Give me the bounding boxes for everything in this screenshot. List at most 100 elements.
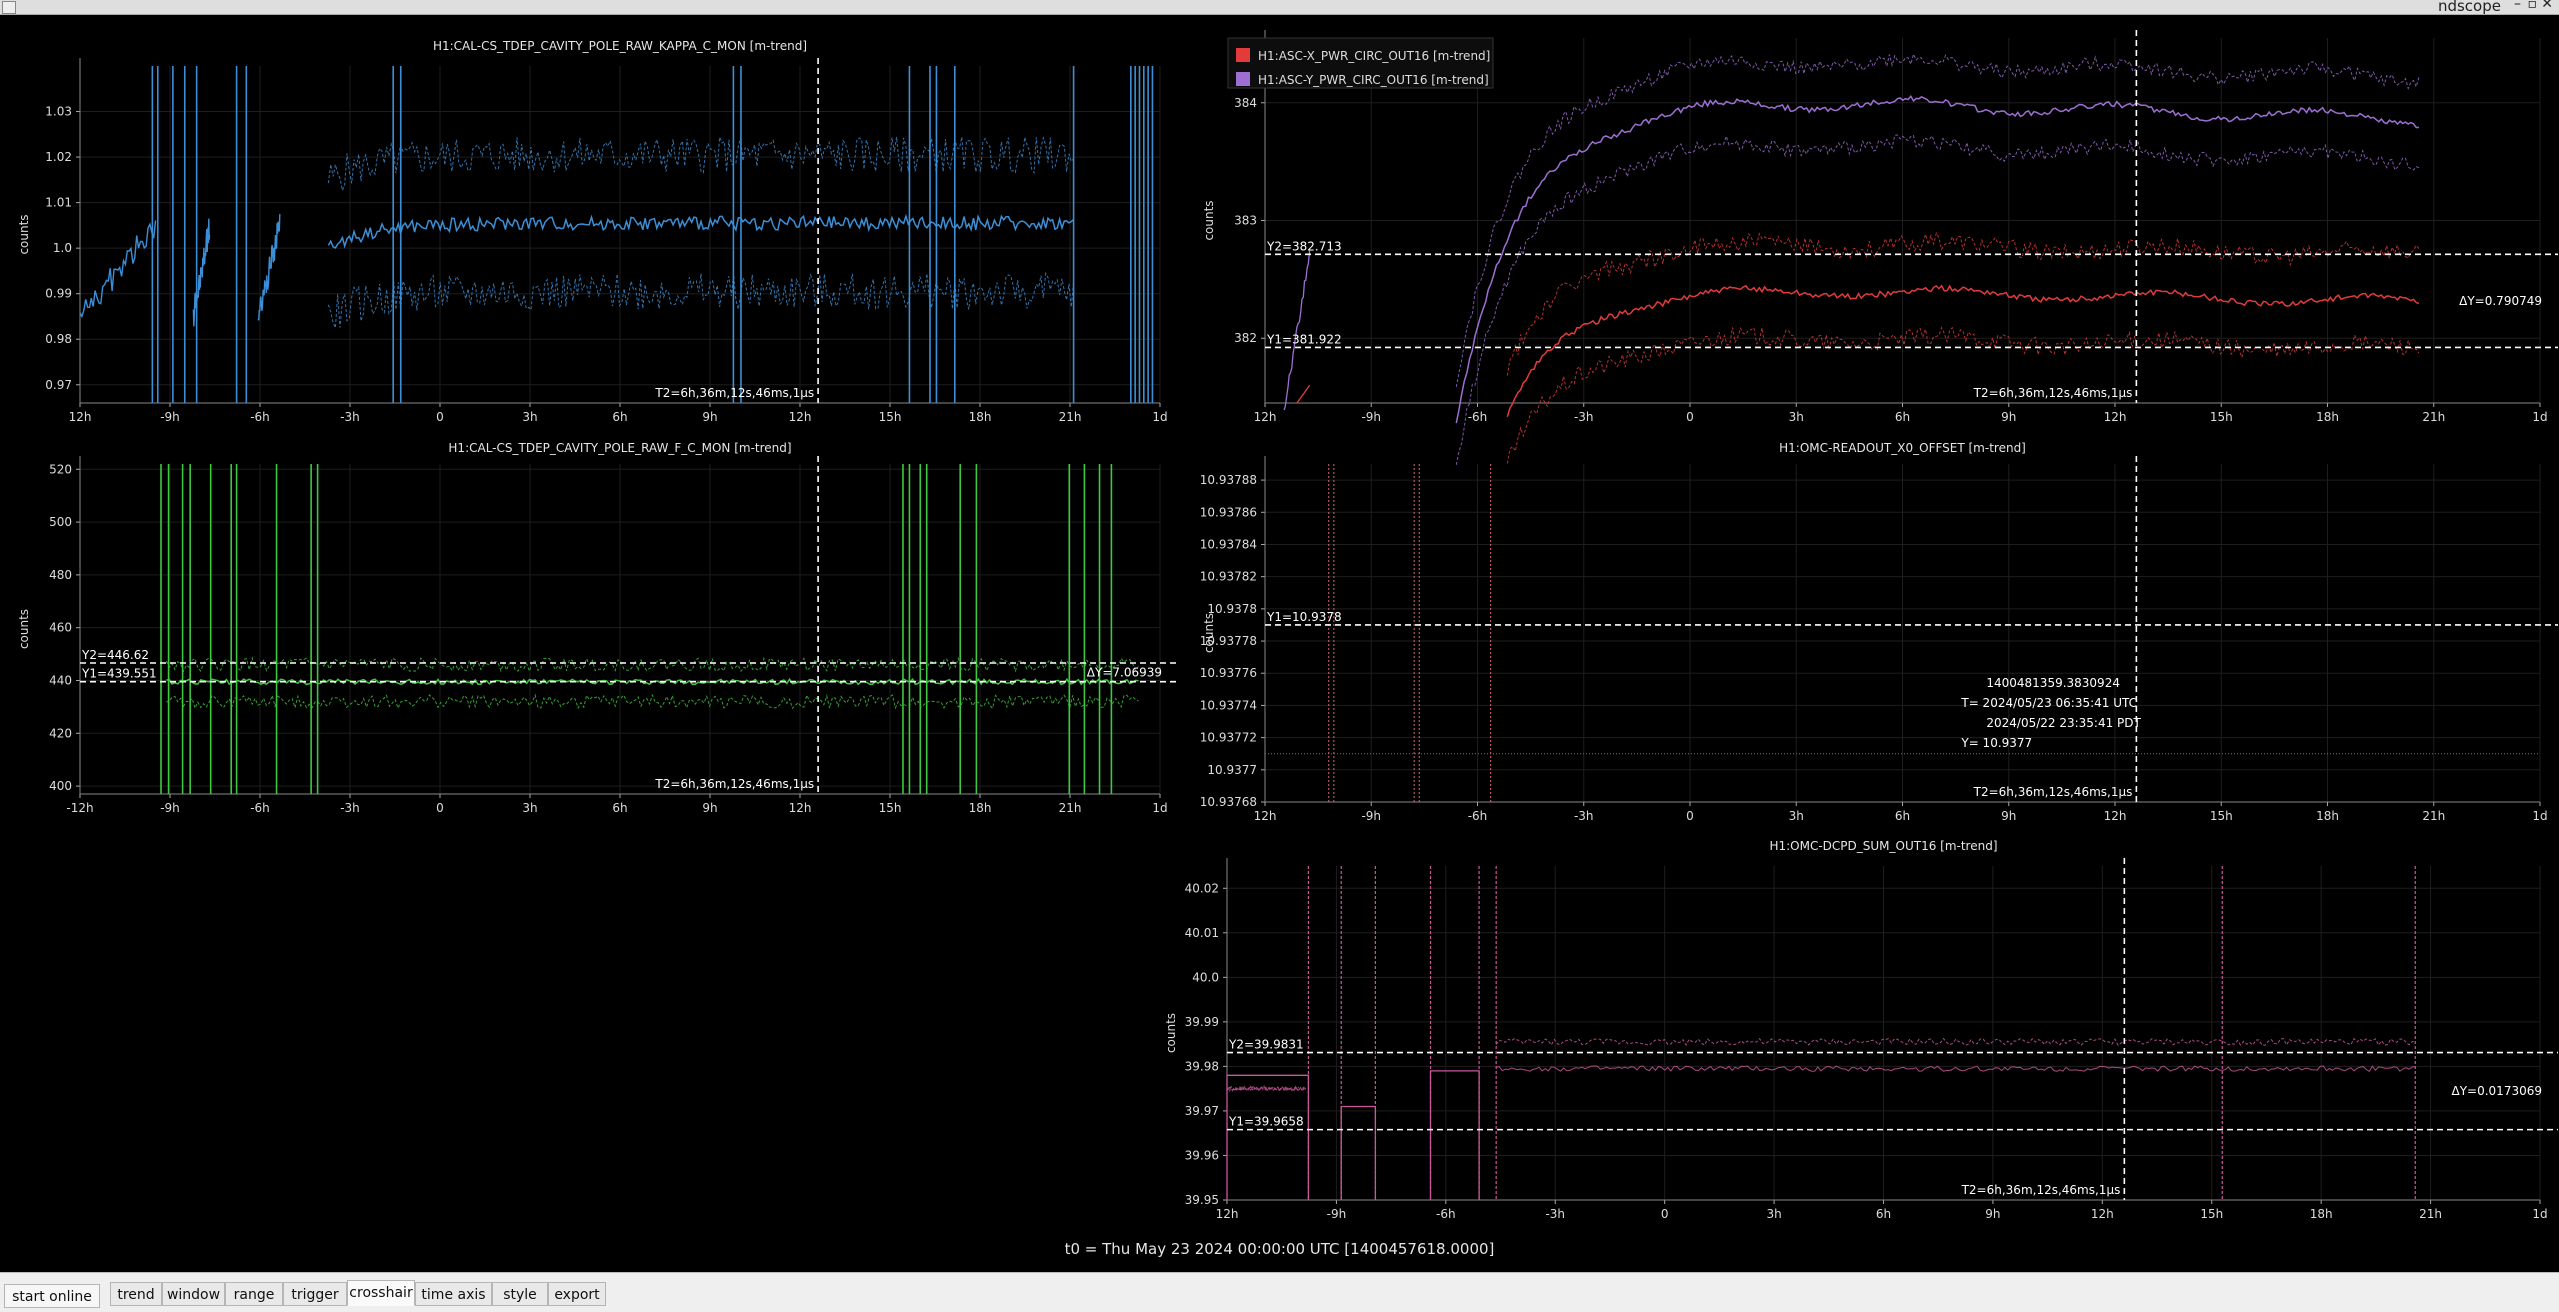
dcpd-xtick-label: 15h — [2200, 1207, 2223, 1221]
kappa-min-trace — [327, 271, 1075, 329]
maximize-icon[interactable]: ▫ — [2527, 0, 2538, 12]
asc-xtick-label: 15h — [2210, 410, 2233, 424]
asc-ytick-label: 384 — [1234, 96, 1257, 110]
tab-export[interactable]: export — [548, 1282, 606, 1306]
start-online-button[interactable]: start online — [4, 1284, 100, 1308]
plot-fc[interactable]: H1:CAL-CS_TDEP_CAVITY_POLE_RAW_F_C_MON [… — [0, 432, 1180, 815]
asc-x-mean-trace — [1506, 284, 2420, 418]
kappa-xtick-label: 15h — [879, 410, 902, 424]
omc_readout-ytick-label: 10.93776 — [1200, 666, 1257, 680]
kappa-mean-trace — [327, 213, 1075, 249]
fc-xtick-label: -3h — [340, 801, 360, 815]
asc-ylabel: counts — [1202, 200, 1216, 240]
kappa-xtick-label: -9h — [160, 410, 180, 424]
asc-y1-label: Y1=381.922 — [1266, 332, 1342, 346]
asc-y-mean-trace — [1455, 95, 2419, 424]
omc_readout-xtick-label: 0 — [1686, 809, 1694, 823]
plot-kappa[interactable]: H1:CAL-CS_TDEP_CAVITY_POLE_RAW_KAPPA_C_M… — [0, 18, 1180, 428]
asc-y2-label: Y2=382.713 — [1266, 239, 1342, 253]
dcpd-ytick-label: 39.99 — [1185, 1015, 1219, 1029]
omc_readout-readout-line: T= 2024/05/23 06:35:41 UTC — [1960, 696, 2137, 710]
kappa-title: H1:CAL-CS_TDEP_CAVITY_POLE_RAW_KAPPA_C_M… — [433, 39, 807, 53]
omc_readout-xtick-label: 3h — [1789, 809, 1804, 823]
omc_readout-ytick-label: 10.93786 — [1200, 505, 1257, 519]
kappa-early-trace — [79, 220, 157, 319]
omc_readout-xtick-label: -9h — [1361, 809, 1381, 823]
asc-xtick-label: 0 — [1686, 410, 1694, 424]
asc-ytick-label: 383 — [1234, 214, 1257, 228]
omc_readout-ytick-label: 10.93768 — [1200, 795, 1257, 809]
kappa-traces — [79, 66, 1154, 403]
plot-omc-readout[interactable]: H1:OMC-READOUT_X0_OFFSET [m-trend] counts… — [1180, 432, 2559, 823]
tab-trigger[interactable]: trigger — [283, 1282, 347, 1306]
dcpd-step-2 — [1340, 1105, 1377, 1200]
omc_readout-xtick-label: 18h — [2316, 809, 2339, 823]
fc-ylabel: counts — [17, 609, 31, 649]
dcpd-ytick-label: 40.0 — [1192, 970, 1219, 984]
dcpd-ytick-label: 39.98 — [1185, 1059, 1219, 1073]
close-icon[interactable]: ✕ — [2541, 0, 2553, 12]
asc-legend-swatch — [1236, 48, 1250, 62]
asc-xtick-label: -3h — [1574, 410, 1594, 424]
tab-window[interactable]: window — [162, 1282, 225, 1306]
omc_readout-y1-label: Y1=10.9378 — [1266, 610, 1342, 624]
dcpd-xtick-label: 9h — [1985, 1207, 2000, 1221]
bottom-toolbar: start online trend window range trigger cros… — [0, 1272, 2559, 1312]
omc_readout-ytick-label: 10.9377 — [1207, 763, 1257, 777]
kappa-ytick-label: 0.98 — [45, 332, 72, 346]
asc-xtick-label: 18h — [2316, 410, 2339, 424]
fc-ytick-label: 440 — [49, 673, 72, 687]
kappa-ytick-label: 1.01 — [45, 196, 72, 210]
asc-ytick-label: 382 — [1234, 331, 1257, 345]
dcpd-mean-trace — [1496, 1065, 2416, 1072]
asc-xtick-label: -9h — [1361, 410, 1381, 424]
dcpd-ytick-label: 39.95 — [1185, 1193, 1219, 1207]
dcpd-svg: H1:OMC-DCPD_SUM_OUT16 [m-trend] counts 39.… — [1164, 839, 2558, 1221]
asc-legend: H1:ASC-X_PWR_CIRC_OUT16 [m-trend] H1:ASC-… — [1227, 37, 1494, 89]
dcpd-xtick-label: -3h — [1545, 1207, 1565, 1221]
tab-crosshair[interactable]: crosshair — [347, 1280, 415, 1306]
dcpd-xtick-label: 12h — [2091, 1207, 2114, 1221]
dcpd-y1-label: Y1=39.9658 — [1228, 1115, 1304, 1129]
asc-legend-box — [1227, 37, 1494, 89]
asc-svg: counts 382 383 384 12h -9h -6h -3h 0 3h 6h 9h 12h 15h… — [1202, 30, 2558, 465]
omc_readout-xtick-label: 6h — [1895, 809, 1910, 823]
dcpd-ytick-label: 39.96 — [1185, 1148, 1219, 1162]
tab-style[interactable]: style — [492, 1282, 548, 1306]
asc-legend-label: H1:ASC-Y_PWR_CIRC_OUT16 [m-trend] — [1258, 73, 1489, 87]
omc_readout-ytick-label: 10.93788 — [1200, 473, 1257, 487]
tab-range[interactable]: range — [225, 1282, 283, 1306]
plot-asc-pwr-circ[interactable]: counts 382 383 384 12h -9h -6h -3h 0 3h 6h 9h 12h 15h… — [1180, 18, 2559, 465]
dcpd-ylabel: counts — [1164, 1013, 1178, 1053]
dcpd-xtick-label: 0 — [1661, 1207, 1669, 1221]
window-titlebar: ndscope – ▫ ✕ — [0, 0, 2559, 15]
dcpd-xtick-label: 18h — [2310, 1207, 2333, 1221]
omc_readout-ylabel: counts — [1202, 613, 1216, 653]
kappa-t2-label: T2=6h,36m,12s,46ms,1µs — [654, 386, 814, 400]
fc-xtick-label: 6h — [612, 801, 627, 815]
asc-legend-label: H1:ASC-X_PWR_CIRC_OUT16 [m-trend] — [1258, 49, 1490, 63]
asc-xtick-label: 12h — [1254, 410, 1277, 424]
asc-x-min-trace — [1506, 326, 2420, 464]
fc-xtick-label: 12h — [789, 801, 812, 815]
omc_readout-xtick-label: 15h — [2210, 809, 2233, 823]
kappa-early-trace — [257, 214, 281, 321]
kappa-xtick-label: 0 — [436, 410, 444, 424]
fc-xtick-label: 3h — [522, 801, 537, 815]
plot-omc-dcpd-sum[interactable]: H1:OMC-DCPD_SUM_OUT16 [m-trend] counts 39.… — [1164, 830, 2559, 1226]
tab-time-axis[interactable]: time axis — [415, 1282, 492, 1306]
fc-ytick-label: 400 — [49, 779, 72, 793]
asc-xtick-label: 9h — [2001, 410, 2016, 424]
omc_readout-ytick-label: 10.93778 — [1200, 634, 1257, 648]
omc_readout-ytick-label: 10.9378 — [1207, 602, 1257, 616]
asc-y-max-trace — [1455, 52, 2420, 387]
dcpd-ytick-label: 40.02 — [1185, 881, 1219, 895]
minimize-icon[interactable]: – — [2514, 0, 2521, 12]
tab-trend[interactable]: trend — [110, 1282, 162, 1306]
fc-dy-label: ΔY=7.06939 — [1087, 665, 1162, 679]
dcpd-title: H1:OMC-DCPD_SUM_OUT16 [m-trend] — [1769, 839, 1997, 853]
dcpd-ytick-label: 40.01 — [1185, 926, 1219, 940]
omc_readout-traces — [1265, 464, 2540, 802]
asc-xtick-label: 12h — [2104, 410, 2127, 424]
kappa-xtick-label: 12h — [789, 410, 812, 424]
